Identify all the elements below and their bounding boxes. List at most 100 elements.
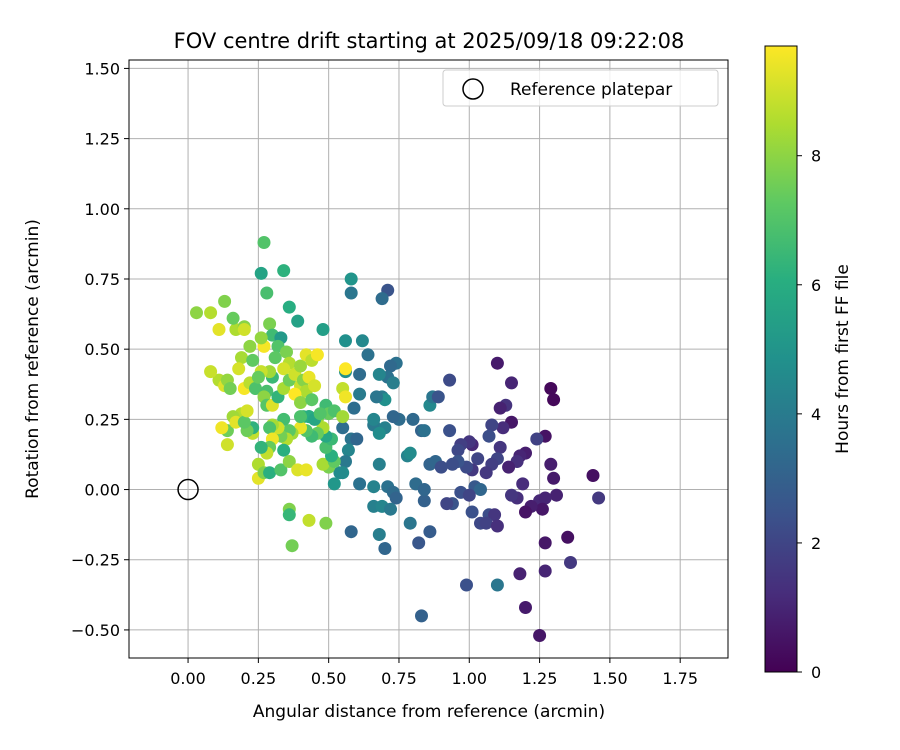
reference-point [177,478,199,501]
data-point [564,556,577,569]
data-point [218,294,232,308]
y-tick-label: 0.25 [84,410,120,429]
grid-lines [129,60,728,658]
data-point [263,466,277,480]
data-point [254,331,268,345]
data-point [263,317,277,331]
data-point [479,466,493,480]
data-point [465,505,479,519]
data-point [316,457,330,471]
data-point [372,528,386,541]
data-point [389,491,403,505]
data-point [313,407,327,421]
data-point [505,488,518,502]
data-point [479,516,493,530]
data-point [294,359,307,373]
data-point [451,443,465,457]
data-point [302,513,316,527]
y-tick-label: −0.25 [71,551,120,570]
data-point [319,516,333,530]
data-point [490,578,504,592]
reference-marker [177,478,199,501]
data-point [361,348,375,362]
data-point [299,463,313,477]
data-point [204,365,218,379]
data-point [471,452,485,466]
data-point [347,401,361,415]
data-point [291,314,305,328]
data-point [294,396,307,409]
data-point [341,443,355,457]
data-point [445,457,459,471]
data-point [406,412,420,426]
data-point [384,502,397,516]
data-point [237,323,251,336]
data-point [417,483,431,496]
data-point [333,466,347,480]
data-point [232,362,246,376]
data-point [280,345,293,359]
colorbar [764,45,798,673]
data-point [285,539,299,553]
data-point [372,426,386,440]
data-point [249,382,262,395]
data-point [460,578,473,592]
data-point [240,404,254,418]
data-point [530,432,544,446]
data-point [513,567,527,581]
x-tick-label: 0.00 [170,669,206,688]
y-tick-label: 0.00 [84,481,120,500]
data-point [190,306,203,320]
y-tick-label: 1.00 [84,200,120,219]
data-point [370,390,383,404]
data-point [490,356,504,370]
legend-label: Reference platepar [510,80,672,100]
data-point [243,339,257,353]
data-point [372,457,386,471]
data-point [282,455,296,468]
data-point [260,286,274,300]
data-point [386,376,400,390]
x-tick-label: 1.00 [451,669,487,688]
data-point [550,488,563,502]
data-point [412,536,426,550]
data-point [384,359,397,373]
data-point [415,609,428,623]
y-axis-label: Rotation from reference (arcmin) [23,219,43,499]
data-point [277,264,291,278]
data-point [310,348,324,362]
data-point [355,334,369,348]
data-point [251,370,265,384]
data-point [254,266,268,280]
data-point [204,306,218,320]
data-point [336,410,350,424]
data-point [403,446,417,460]
colorbar-tick-label: 4 [811,405,821,424]
chart-title: FOV centre drift starting at 2025/09/18 … [174,29,685,53]
x-axis-ticks: 0.00 0.25 0.50 0.75 1.00 1.25 1.50 1.75 [170,658,698,688]
data-point [237,415,251,429]
data-point [535,502,549,516]
data-point [561,530,575,544]
data-point [440,497,454,511]
y-tick-label: 0.50 [84,340,120,359]
data-point [443,373,457,387]
y-tick-label: 1.25 [84,130,120,149]
data-point [519,505,532,519]
data-point [235,351,248,365]
data-point [488,508,502,522]
data-point [474,483,487,496]
x-tick-label: 0.25 [241,669,277,688]
data-point [350,432,364,446]
data-point [327,477,341,491]
data-point [533,629,547,642]
data-point [339,455,352,468]
data-point [493,401,507,415]
data-point [353,387,367,401]
data-point [282,508,296,522]
data-point [505,376,518,390]
colorbar-tick-label: 6 [811,276,821,295]
data-point [538,564,552,578]
data-point [417,424,431,438]
